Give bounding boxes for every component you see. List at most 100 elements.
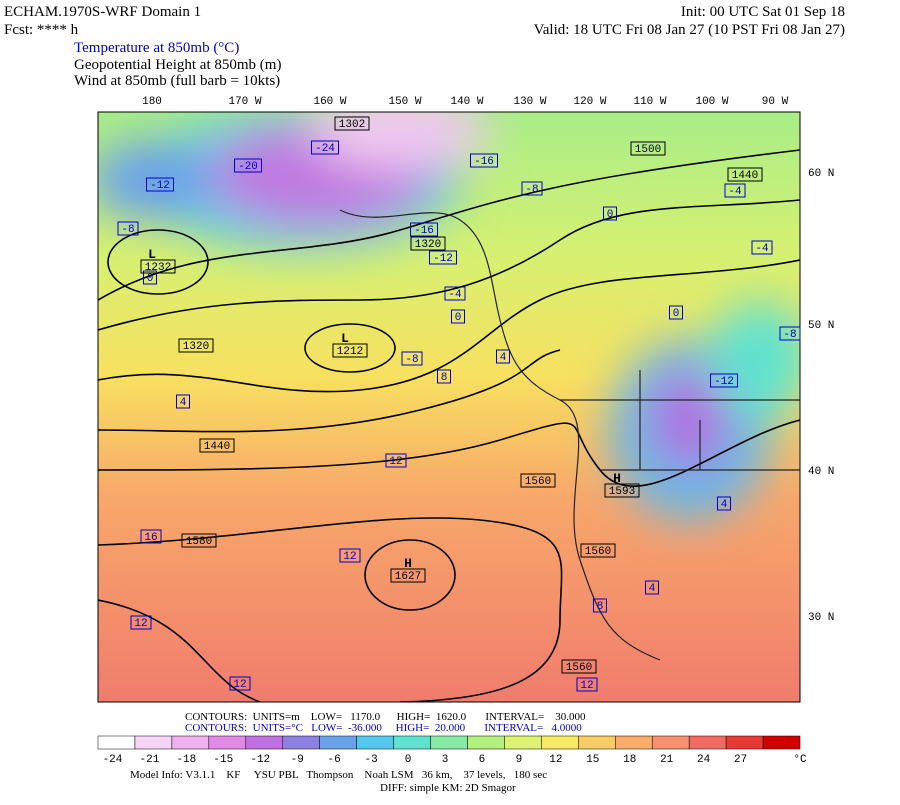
lat-label: 40 N: [808, 466, 834, 478]
lat-label: 30 N: [808, 612, 834, 624]
contour-label: 16: [144, 532, 157, 544]
contour-label-box: [593, 598, 607, 613]
colorbar-tick-label: 12: [549, 754, 562, 766]
contour-label-box: [779, 326, 801, 341]
lon-label: 180: [142, 96, 162, 108]
contour-label: 1320: [183, 341, 209, 353]
colorbar-swatch: [356, 735, 394, 750]
contour-label-box: [710, 373, 738, 388]
contour-label: 1560: [566, 662, 592, 674]
contour-label: -20: [238, 161, 258, 173]
lon-label: 140 W: [450, 96, 483, 108]
contour-label-box: [521, 181, 543, 196]
lon-label: 160 W: [313, 96, 346, 108]
contour-label: -8: [405, 354, 418, 366]
lon-label: 100 W: [695, 96, 728, 108]
contour-label: 4: [180, 397, 187, 409]
colorbar-tick-label: -24: [103, 754, 123, 766]
contour-label: 1580: [186, 536, 212, 548]
contour-label-box: [334, 116, 370, 131]
lon-label: 110 W: [633, 96, 666, 108]
contour-label-box: [385, 453, 407, 468]
contour-label-box: [444, 286, 466, 301]
pressure-center: H: [613, 471, 621, 486]
contour-label: -12: [714, 376, 734, 388]
contour-label: 0: [673, 308, 680, 320]
contour-label: -8: [525, 184, 538, 196]
contour-label-box: [724, 183, 746, 198]
lat-label: 60 N: [808, 168, 834, 180]
contour-label: -12: [150, 180, 170, 192]
colorbar-swatch: [615, 735, 653, 750]
lon-label: 120 W: [573, 96, 606, 108]
map-area: [98, 112, 800, 702]
colorbar-swatch: [282, 735, 320, 750]
colorbar-swatch: [762, 735, 801, 750]
lat-label: 50 N: [808, 320, 834, 332]
field-label: Geopotential Height at 850mb (m): [74, 57, 281, 73]
contour-label: 1627: [395, 571, 421, 583]
colorbar-tick-label: -21: [140, 754, 160, 766]
contour-label: 4: [500, 352, 507, 364]
field-label: Wind at 850mb (full barb = 10kts): [74, 73, 280, 89]
contour-label-box: [390, 568, 426, 583]
contour-label: -16: [474, 156, 494, 168]
model-info: Model Info: V3.1.1 KF YSU PBL Thompson N…: [130, 769, 547, 781]
model-info: DIFF: simple KM: 2D Smagor: [380, 782, 516, 794]
map-frame: [97, 111, 801, 703]
contour-label: 12: [389, 456, 402, 468]
pressure-center: L: [341, 331, 349, 346]
colorbar-tick-label: 0: [405, 754, 412, 766]
lon-label: 90 W: [762, 96, 789, 108]
contour-label: -16: [414, 225, 434, 237]
colorbar-swatch: [725, 735, 764, 750]
contour-label-box: [143, 270, 157, 285]
forecast-hour: Fcst: **** h: [4, 22, 79, 38]
contour-label-box: [311, 140, 339, 155]
colorbar-swatch: [430, 735, 468, 750]
contour-label-box: [437, 369, 451, 384]
colorbar-swatch: [97, 735, 136, 750]
contour-label-box: [470, 153, 498, 168]
contour-label: -4: [448, 289, 462, 301]
colorbar-tick-label: 6: [479, 754, 486, 766]
contour-label-box: [410, 236, 446, 251]
contour-label-box: [339, 548, 361, 563]
contour-label: 0: [455, 312, 462, 324]
colorbar-tick-label: -18: [176, 754, 196, 766]
contour-label-box: [603, 206, 617, 221]
contour-label: 1212: [337, 346, 363, 358]
colorbar-tick-label: -6: [328, 754, 341, 766]
contour-label-box: [429, 250, 457, 265]
contour-label-box: [117, 221, 139, 236]
contour-label-box: [561, 659, 597, 674]
contour-label: 1440: [204, 441, 230, 453]
contour-label: 1302: [339, 119, 365, 131]
contour-label-box: [669, 305, 683, 320]
colorbar-swatch: [504, 735, 542, 750]
contour-label: 1500: [635, 144, 661, 156]
valid-time: Valid: 18 UTC Fri 08 Jan 27 (10 PST Fri …: [534, 22, 845, 38]
contour-label-box: [576, 677, 598, 692]
contour-label-box: [604, 483, 640, 498]
contour-label-box: [410, 222, 438, 237]
contour-label-box: [645, 580, 659, 595]
contour-label: -4: [728, 186, 742, 198]
contour-label-box: [130, 615, 152, 630]
colorbar-swatch: [467, 735, 505, 750]
colorbar-tick-label: 3: [442, 754, 449, 766]
lon-label: 150 W: [388, 96, 421, 108]
colorbar-tick-label: 9: [516, 754, 523, 766]
contour-label: 1440: [732, 170, 758, 182]
colorbar-swatch: [134, 735, 173, 750]
contour-label-box: [751, 240, 773, 255]
contour-label-box: [229, 676, 251, 691]
colorbar-tick-label: 18: [623, 754, 636, 766]
contour-label: 0: [607, 209, 614, 221]
contour-label: 12: [580, 680, 593, 692]
colorbar-swatch: [651, 735, 690, 750]
colorbar-swatch: [541, 735, 579, 750]
colorbar-tick-label: 27: [734, 754, 747, 766]
contour-label: 4: [649, 583, 656, 595]
